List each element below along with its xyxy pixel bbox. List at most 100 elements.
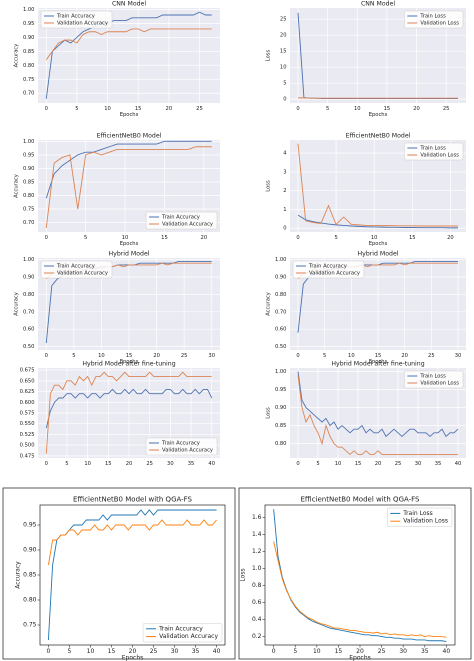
y-tick-label: 5: [283, 81, 286, 87]
y-tick-label: 0.70: [275, 309, 287, 315]
chart-title: CNN Model: [361, 0, 395, 7]
panel-frame: [2, 487, 236, 660]
x-tick-label: 20: [375, 461, 382, 467]
x-tick-label: 10: [371, 235, 378, 241]
legend-label: Train Loss: [419, 146, 446, 152]
x-tick-label: 25: [378, 648, 386, 655]
y-tick-label: 0.6: [252, 599, 262, 606]
x-tick-label: 5: [75, 106, 78, 112]
series-line: [45, 28, 212, 60]
legend-label: Validation Accuracy: [159, 633, 218, 640]
x-tick-label: 5: [84, 235, 87, 241]
y-axis-label: Accuracy: [14, 174, 20, 198]
y-tick-label: 0.85: [23, 572, 37, 579]
y-tick-label: 0.90: [23, 547, 37, 554]
y-tick-label: 0.75: [23, 207, 35, 213]
legend-box: [145, 437, 218, 456]
x-tick-label: 40: [443, 648, 451, 655]
x-tick-label: 35: [188, 461, 195, 467]
y-tick-label: 0.75: [23, 622, 37, 629]
x-tick-label: 25: [428, 353, 435, 359]
x-tick-label: 35: [421, 648, 429, 655]
x-tick-label: 15: [409, 235, 416, 241]
y-tick-label: 1.00: [23, 7, 35, 13]
x-tick-label: 15: [135, 106, 142, 112]
x-tick-label: 0: [46, 648, 50, 655]
x-tick-label: 25: [395, 461, 402, 467]
x-axis-label: Epochs: [120, 359, 139, 365]
x-tick-label: 5: [65, 461, 68, 467]
x-tick-label: 30: [171, 648, 179, 655]
legend-box: [404, 370, 464, 389]
x-tick-label: 25: [181, 353, 188, 359]
y-tick-label: 25: [280, 17, 287, 23]
y-tick-label: 1.00: [23, 257, 35, 263]
x-tick-label: 30: [415, 461, 422, 467]
x-tick-label: 5: [293, 648, 297, 655]
y-tick-label: 0.90: [275, 405, 287, 411]
x-tick-label: 0: [296, 353, 299, 359]
chart-title: Hybrid Model: [358, 250, 399, 257]
y-tick-label: 0.8: [252, 582, 262, 589]
x-tick-label: 40: [455, 461, 462, 467]
chart-title: Hybrid Model after fine-tuning: [82, 360, 175, 367]
legend-label: Train Loss: [419, 14, 446, 20]
x-tick-label: 25: [146, 461, 153, 467]
y-tick-label: 1.6: [252, 514, 262, 521]
chart-title: EfficientNetB0 Model with QGA-FS: [301, 496, 421, 504]
legend-label: Train Accuracy: [56, 264, 95, 270]
y-axis-label: Accuracy: [14, 292, 20, 316]
y-tick-label: 1.00: [275, 257, 287, 263]
axes-frame: [264, 504, 456, 646]
legend-label: Validation Accuracy: [309, 271, 360, 277]
y-tick-label: 0.60: [23, 327, 35, 333]
legend-label: Train Accuracy: [56, 14, 95, 20]
x-tick-label: 15: [105, 461, 112, 467]
series-line: [297, 214, 458, 229]
legend-label: Train Loss: [419, 374, 446, 380]
x-axis-label: Epochs: [120, 241, 139, 247]
legend-box: [404, 142, 464, 161]
x-tick-label: 5: [72, 353, 75, 359]
x-tick-label: 10: [122, 235, 129, 241]
x-tick-label: 10: [348, 353, 355, 359]
y-axis-label: Loss: [266, 407, 272, 419]
y-axis-label: Loss: [266, 50, 272, 62]
x-tick-label: 15: [384, 106, 391, 112]
series-line: [297, 375, 458, 456]
y-tick-label: 0.95: [275, 387, 287, 393]
x-tick-label: 15: [375, 353, 382, 359]
y-axis-label: Loss: [266, 180, 272, 192]
y-tick-label: 1: [283, 207, 286, 213]
series-line: [297, 143, 458, 227]
x-tick-label: 15: [161, 235, 168, 241]
legend-box: [145, 211, 218, 230]
series-line: [45, 371, 212, 454]
x-tick-label: 10: [335, 461, 342, 467]
series-line: [297, 371, 459, 438]
chart-title: Hybrid Model: [109, 250, 150, 257]
x-tick-label: 30: [399, 648, 407, 655]
x-tick-label: 20: [153, 353, 160, 359]
y-tick-label: 2: [283, 188, 286, 194]
x-tick-label: 20: [126, 461, 133, 467]
series-line: [45, 140, 212, 199]
y-tick-label: 0.60: [275, 327, 287, 333]
y-tick-label: 0.95: [23, 152, 35, 158]
y-tick-label: 0.50: [275, 344, 287, 350]
x-tick-label: 35: [192, 648, 200, 655]
y-tick-label: 1.0: [252, 565, 262, 572]
y-tick-label: 0.625: [20, 389, 35, 395]
chart-title: EfficientNetB0 Model with QGA-FS: [73, 496, 193, 504]
y-tick-label: 0.475: [20, 453, 35, 459]
y-tick-label: 0.80: [23, 292, 35, 298]
y-tick-label: 0.500: [20, 443, 35, 449]
series-line: [47, 519, 217, 566]
x-tick-label: 0: [296, 461, 299, 467]
y-tick-label: 10: [280, 65, 287, 71]
series-line: [45, 146, 212, 228]
y-tick-label: 0.90: [23, 35, 35, 41]
